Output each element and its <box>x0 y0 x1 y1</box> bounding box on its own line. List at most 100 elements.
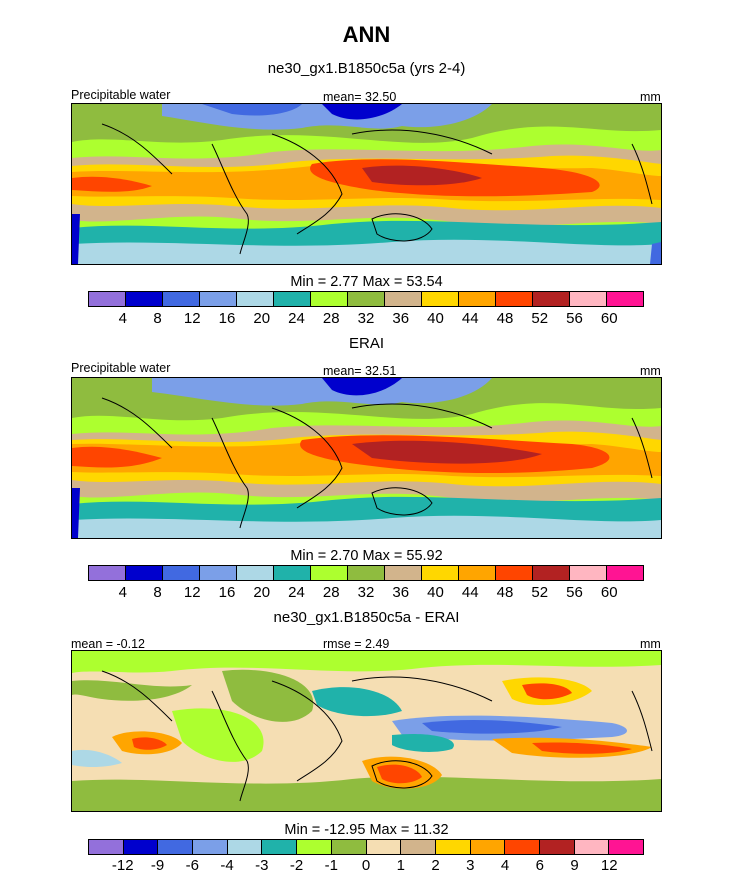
colorbar-tick-label: 4 <box>118 584 127 601</box>
panel-1-colorbar <box>88 291 644 307</box>
colorbar-tick-label: -3 <box>255 857 269 874</box>
colorbar-tick-label: 40 <box>427 310 444 327</box>
colorbar-tick-label: 44 <box>461 584 479 601</box>
panel-3-map <box>71 650 662 812</box>
panel-1-title: ne30_gx1.B1850c5a (yrs 2-4) <box>267 60 466 77</box>
colorbar-tick-label: -2 <box>289 857 304 874</box>
panel-2-variable-label: Precipitable water <box>71 361 171 375</box>
colorbar-swatch <box>607 292 643 306</box>
colorbar-tick-label: 8 <box>153 310 162 327</box>
colorbar-tick-label: 6 <box>535 857 544 874</box>
colorbar-swatch <box>348 292 385 306</box>
panel-2-units-label: mm <box>640 364 661 378</box>
colorbar-tick-label: 1 <box>396 857 405 874</box>
colorbar-tick-label: 12 <box>183 310 201 327</box>
colorbar-swatch <box>227 840 263 854</box>
panel-3-rmse-label: rmse = 2.49 <box>323 637 390 651</box>
figure-title: ANN <box>342 22 391 47</box>
colorbar-tick-label: 9 <box>570 857 579 874</box>
panel-1-mean-label: mean= 32.50 <box>323 90 397 104</box>
panel-2-minmax: Min = 2.70 Max = 55.92 <box>290 548 443 564</box>
colorbar-tick-label: 3 <box>466 857 475 874</box>
colorbar-tick-label: 40 <box>427 584 444 601</box>
colorbar-swatch <box>331 840 367 854</box>
colorbar-swatch <box>422 292 459 306</box>
colorbar-swatch <box>505 840 540 854</box>
colorbar-swatch <box>237 292 274 306</box>
colorbar-tick-label: 8 <box>153 584 162 601</box>
panel-2-map <box>71 377 662 539</box>
colorbar-swatch <box>470 840 506 854</box>
colorbar-swatch <box>297 840 332 854</box>
colorbar-tick-label: 4 <box>118 310 127 327</box>
panel-3-units-label: mm <box>640 637 661 651</box>
panel-3-colorbar <box>88 839 644 855</box>
colorbar-tick-label: 24 <box>288 310 305 327</box>
colorbar-tick-label: 28 <box>322 310 340 327</box>
colorbar-swatch <box>607 566 643 580</box>
colorbar-swatch <box>200 292 237 306</box>
colorbar-swatch <box>422 566 459 580</box>
colorbar-swatch <box>570 292 607 306</box>
colorbar-swatch <box>163 292 200 306</box>
colorbar-tick-label: 44 <box>461 310 479 327</box>
colorbar-swatch <box>274 292 311 306</box>
colorbar-tick-label: -4 <box>220 857 234 874</box>
colorbar-tick-label: 52 <box>531 310 549 327</box>
colorbar-tick-label: 32 <box>357 310 375 327</box>
colorbar-swatch <box>163 566 200 580</box>
colorbar-swatch <box>609 840 643 854</box>
colorbar-swatch <box>89 292 126 306</box>
colorbar-tick-label: -1 <box>324 857 338 874</box>
colorbar-swatch <box>123 840 159 854</box>
colorbar-tick-label: 4 <box>500 857 510 874</box>
colorbar-tick-label: 56 <box>566 310 583 327</box>
colorbar-tick-label: 60 <box>600 584 618 601</box>
colorbar-tick-label: -9 <box>150 857 165 874</box>
panel-2-title: ERAI <box>348 335 384 352</box>
panel-1-minmax: Min = 2.77 Max = 53.54 <box>290 274 443 290</box>
panel-2-field <box>72 378 661 538</box>
panel-3-colorbar-labels: -12 -9 -6 -4 -3 -2 -1 0 1 2 3 4 6 9 12 <box>88 857 644 875</box>
colorbar-swatch <box>533 292 570 306</box>
colorbar-tick-label: 56 <box>566 584 583 601</box>
colorbar-swatch <box>311 566 348 580</box>
colorbar-swatch <box>126 566 163 580</box>
panel-2-colorbar <box>88 565 644 581</box>
colorbar-tick-label: 16 <box>218 584 236 601</box>
colorbar-tick-label: 48 <box>496 310 514 327</box>
colorbar-tick-label: 12 <box>183 584 201 601</box>
colorbar-swatch <box>496 292 533 306</box>
colorbar-swatch <box>459 566 496 580</box>
panel-1-units-label: mm <box>640 90 661 104</box>
colorbar-tick-label: 48 <box>496 584 514 601</box>
colorbar-tick-label: 36 <box>392 310 410 327</box>
colorbar-swatch <box>570 566 607 580</box>
colorbar-swatch <box>89 566 126 580</box>
panel-2-mean-label: mean= 32.51 <box>323 364 397 378</box>
colorbar-swatch <box>237 566 274 580</box>
colorbar-tick-label: 32 <box>357 584 375 601</box>
colorbar-tick-label: 12 <box>600 857 618 874</box>
colorbar-tick-label: 16 <box>218 310 236 327</box>
colorbar-tick-label: 24 <box>288 584 305 601</box>
colorbar-swatch <box>401 840 436 854</box>
colorbar-tick-label: -12 <box>111 857 134 874</box>
colorbar-tick-label: 2 <box>431 857 440 874</box>
colorbar-tick-label: 20 <box>253 310 271 327</box>
panel-1-colorbar-labels: 4 8 12 16 20 24 28 32 36 40 44 48 52 56 60 <box>88 310 644 328</box>
colorbar-tick-label: 0 <box>361 857 371 874</box>
panel-1-field <box>72 104 661 264</box>
colorbar-tick-label: 52 <box>531 584 549 601</box>
panel-2-colorbar-labels: 4 8 12 16 20 24 28 32 36 40 44 48 52 56 60 <box>88 584 644 602</box>
colorbar-swatch <box>496 566 533 580</box>
panel-1-variable-label: Precipitable water <box>71 88 171 102</box>
colorbar-swatch <box>348 566 385 580</box>
colorbar-swatch <box>274 566 311 580</box>
colorbar-swatch <box>193 840 228 854</box>
colorbar-swatch <box>385 566 422 580</box>
colorbar-swatch <box>539 840 575 854</box>
colorbar-swatch <box>385 292 422 306</box>
colorbar-swatch <box>311 292 348 306</box>
panel-3-mean-label: mean = -0.12 <box>71 637 146 651</box>
